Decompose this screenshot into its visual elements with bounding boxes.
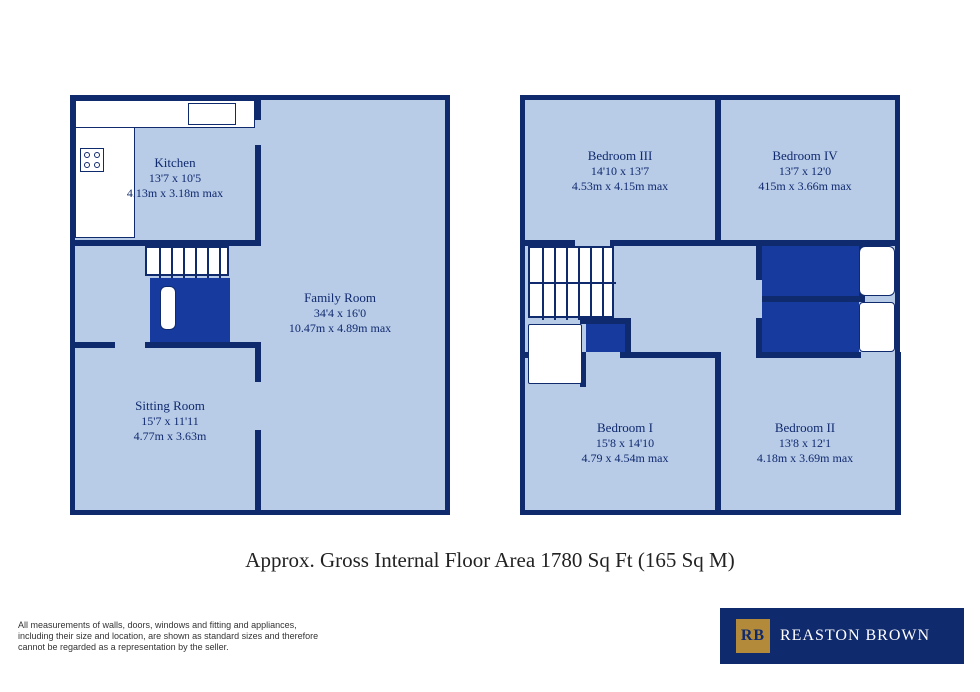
brand-badge: RB REASTON BROWN <box>720 608 964 664</box>
brand-name: REASTON BROWN <box>780 627 930 645</box>
room-dim-imp: 15'8 x 14'10 <box>545 436 705 451</box>
cupboard <box>528 324 582 384</box>
shower <box>859 302 895 352</box>
disclaimer-line: cannot be regarded as a representation b… <box>18 642 318 653</box>
room-dim-imp: 13'7 x 10'5 <box>95 171 255 186</box>
wall <box>715 95 721 245</box>
room-dim-met: 4.77m x 3.63m <box>90 429 250 444</box>
wall <box>255 342 261 382</box>
label-bed4: Bedroom IV 13'7 x 12'0 415m x 3.66m max <box>725 148 885 194</box>
label-kitchen: Kitchen 13'7 x 10'5 4.13m x 3.18m max <box>95 155 255 201</box>
room-dim-met: 10.47m x 4.89m max <box>260 321 420 336</box>
label-family-room: Family Room 34'4 x 16'0 10.47m x 4.89m m… <box>260 290 420 336</box>
room-name: Bedroom II <box>725 420 885 436</box>
wc-fixture <box>160 286 176 330</box>
label-bed1: Bedroom I 15'8 x 14'10 4.79 x 4.54m max <box>545 420 705 466</box>
wall <box>715 352 721 515</box>
wall <box>255 95 261 120</box>
room-dim-imp: 13'7 x 12'0 <box>725 164 885 179</box>
room-name: Bedroom III <box>540 148 700 164</box>
stairs-ground <box>145 246 229 276</box>
label-bed3: Bedroom III 14'10 x 13'7 4.53m x 4.15m m… <box>540 148 700 194</box>
wall <box>625 318 631 358</box>
room-name: Sitting Room <box>90 398 250 414</box>
wall <box>620 352 720 358</box>
room-dim-met: 4.18m x 3.69m max <box>725 451 885 466</box>
room-dim-met: 4.13m x 3.18m max <box>95 186 255 201</box>
disclaimer: All measurements of walls, doors, window… <box>18 620 318 652</box>
bathroom-upper-1 <box>762 246 859 296</box>
room-name: Bedroom IV <box>725 148 885 164</box>
room-dim-imp: 13'8 x 12'1 <box>725 436 885 451</box>
room-dim-met: 4.53m x 4.15m max <box>540 179 700 194</box>
room-dim-imp: 15'7 x 11'11 <box>90 414 250 429</box>
room-name: Bedroom I <box>545 420 705 436</box>
room-dim-imp: 14'10 x 13'7 <box>540 164 700 179</box>
disclaimer-line: All measurements of walls, doors, window… <box>18 620 318 631</box>
label-sitting-room: Sitting Room 15'7 x 11'11 4.77m x 3.63m <box>90 398 250 444</box>
wall <box>895 352 901 515</box>
room-dim-imp: 34'4 x 16'0 <box>260 306 420 321</box>
stairs-first <box>528 246 614 318</box>
disclaimer-line: including their size and location, are s… <box>18 631 318 642</box>
floorplan-canvas: Kitchen 13'7 x 10'5 4.13m x 3.18m max Fa… <box>0 0 980 692</box>
wc-upper <box>586 324 625 352</box>
room-name: Family Room <box>260 290 420 306</box>
wall <box>255 430 261 515</box>
bathroom-upper-2 <box>762 302 859 352</box>
room-name: Kitchen <box>95 155 255 171</box>
room-dim-met: 4.79 x 4.54m max <box>545 451 705 466</box>
label-bed2: Bedroom II 13'8 x 12'1 4.18m x 3.69m max <box>725 420 885 466</box>
sink <box>188 103 236 125</box>
wall <box>756 352 861 358</box>
room-dim-met: 415m x 3.66m max <box>725 179 885 194</box>
wall <box>145 342 260 348</box>
wall <box>255 145 261 246</box>
wall <box>70 342 115 348</box>
floor-area-caption: Approx. Gross Internal Floor Area 1780 S… <box>0 548 980 573</box>
bathtub <box>859 246 895 296</box>
brand-monogram: RB <box>736 619 770 653</box>
